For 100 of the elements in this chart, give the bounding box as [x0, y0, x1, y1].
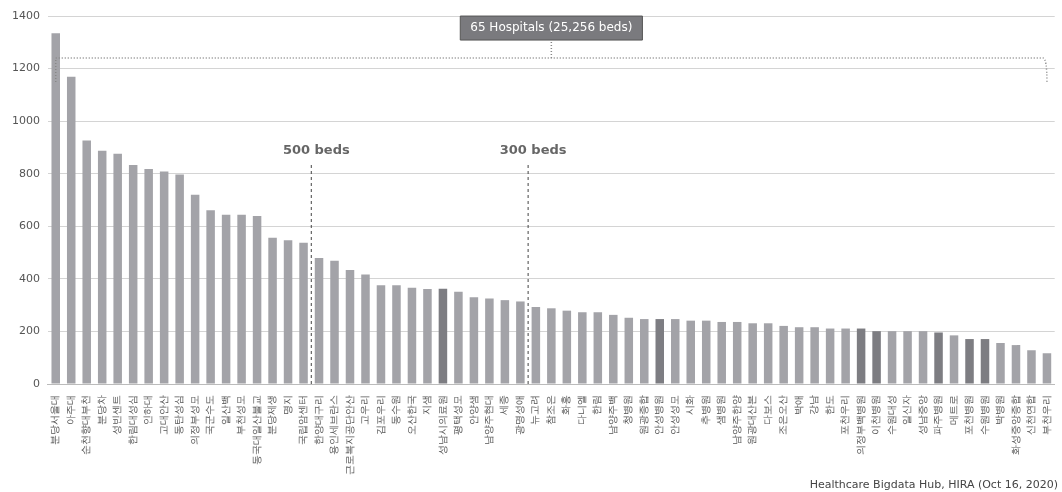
- bar: [872, 331, 881, 384]
- x-tick-label: 분당차: [95, 395, 107, 425]
- x-tick-label: 참조은: [544, 395, 556, 425]
- x-tick-label: 화성중앙종합: [1009, 395, 1021, 455]
- x-tick-label: 파주병원: [932, 395, 944, 435]
- x-tick-label: 안성병원: [653, 395, 665, 435]
- bar: [51, 33, 60, 384]
- bar: [686, 320, 695, 384]
- x-tick-label: 순천향대부천: [80, 395, 92, 455]
- y-tick-label: 1200: [11, 61, 40, 75]
- x-tick-label: 한림대성심: [126, 395, 138, 445]
- bar: [810, 327, 819, 384]
- bar: [299, 242, 308, 384]
- x-tick-label: 분당제생: [266, 395, 278, 435]
- bar: [283, 240, 293, 384]
- x-tick-label: 남양주현대: [482, 395, 494, 445]
- x-tick-label: 명지: [281, 395, 293, 415]
- bar: [128, 165, 138, 384]
- bar: [376, 285, 386, 384]
- x-tick-label: 분당서울대: [49, 395, 61, 445]
- x-tick-label: 평택성모: [452, 395, 464, 435]
- x-tick-label: 화홍: [560, 395, 572, 415]
- bar: [66, 76, 76, 384]
- bar: [670, 319, 680, 384]
- x-tick-label: 지샘: [421, 395, 433, 415]
- bar: [748, 323, 757, 384]
- bar: [980, 339, 990, 384]
- x-tick-label: 인하대: [142, 395, 154, 425]
- x-tick-label: 의정부성모: [188, 395, 200, 445]
- bar: [965, 339, 974, 384]
- ref-line-label: 500 beds: [282, 142, 350, 158]
- bar: [779, 325, 788, 384]
- y-tick-label: 400: [18, 271, 40, 285]
- bar: [144, 168, 153, 384]
- bar: [996, 342, 1005, 384]
- x-tick-label: 강남: [808, 395, 820, 415]
- x-tick-label: 부천성모: [235, 395, 247, 435]
- bar: [268, 237, 277, 384]
- bar: [221, 214, 231, 384]
- x-tick-label: 뉴고려: [529, 395, 541, 425]
- bar: [934, 332, 943, 384]
- bar: [624, 317, 634, 384]
- x-tick-label: 오산한국: [405, 395, 417, 435]
- y-tick-label: 800: [18, 166, 40, 180]
- x-tick-label: 조은오산: [777, 395, 789, 435]
- x-tick-label: 부천우리: [1040, 395, 1052, 435]
- bar: [469, 297, 479, 384]
- bar: [97, 150, 107, 384]
- x-tick-label: 남양주한양: [730, 395, 742, 445]
- x-tick-label: 국군수도: [204, 395, 216, 435]
- bar: [252, 216, 262, 384]
- x-tick-label: 샘병원: [715, 395, 727, 425]
- x-tick-label: 원광종합: [637, 395, 649, 435]
- ref-line-label: 65 Hospitals (25,256 beds): [470, 20, 633, 35]
- x-tick-label: 안양샘: [467, 395, 479, 425]
- x-tick-label: 청병원: [622, 395, 634, 425]
- bar: [655, 319, 665, 384]
- bar: [237, 214, 246, 384]
- bar: [206, 210, 215, 384]
- x-tick-label: 수원대성: [885, 395, 897, 435]
- x-tick-label: 일산백: [219, 395, 231, 425]
- bar: [578, 312, 587, 384]
- bar: [918, 331, 928, 384]
- bar: [1027, 350, 1036, 384]
- bar: [113, 153, 122, 384]
- bar: [717, 321, 726, 384]
- x-tick-label: 고대안산: [157, 395, 169, 435]
- x-tick-label: 한양대구리: [312, 395, 324, 445]
- bar: [392, 285, 401, 384]
- x-tick-label: 세종: [498, 395, 510, 415]
- bar: [330, 260, 339, 384]
- bar: [547, 308, 556, 384]
- bar: [609, 314, 618, 384]
- x-tick-label: 고우리: [359, 395, 371, 425]
- x-tick-label: 수원병원: [978, 395, 990, 435]
- x-tick-label: 근로복지공단안산: [343, 395, 355, 475]
- x-tick-label: 일신자: [901, 395, 913, 425]
- text: Healthcare Bigdata Hub, HIRA (Oct 16, 2020): [809, 478, 1058, 492]
- bar: [593, 312, 603, 384]
- bar: [423, 289, 432, 384]
- x-tick-label: 한도: [823, 395, 835, 415]
- bar: [485, 298, 494, 384]
- bar: [562, 310, 572, 384]
- x-tick-label: 의정부백병원: [854, 395, 866, 455]
- bar: [1011, 345, 1021, 384]
- bar: [640, 319, 649, 384]
- bar: [190, 194, 200, 384]
- x-tick-label: 성빈센트: [111, 395, 123, 435]
- bar: [841, 328, 850, 384]
- x-tick-label: 추병원: [699, 395, 711, 425]
- y-tick-label: 200: [18, 324, 40, 338]
- x-tick-label: 다니엘: [575, 395, 587, 425]
- bar: [701, 320, 711, 384]
- bar: [454, 291, 463, 384]
- x-tick-label: 동국대일산불교: [250, 395, 262, 465]
- bar: [314, 258, 324, 384]
- bar: [159, 171, 169, 384]
- y-tick-label: 1400: [11, 8, 40, 22]
- x-tick-label: 동수원: [390, 395, 402, 425]
- bar: [500, 300, 510, 384]
